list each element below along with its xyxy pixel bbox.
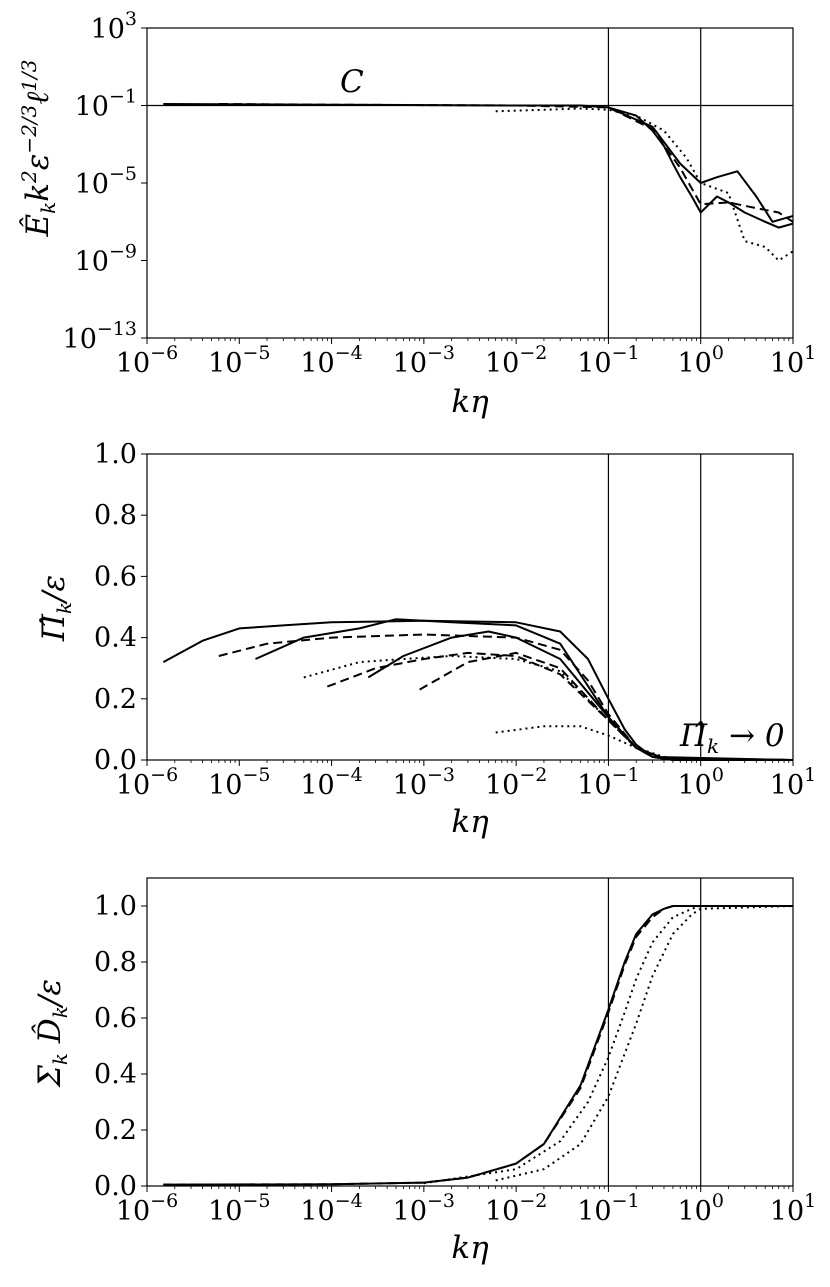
y-tick-label: 0.4 (94, 623, 137, 654)
x-tick-label: 10−6 (116, 1190, 178, 1227)
x-tick-label: 100 (677, 1190, 723, 1227)
x-tick-label: 10−1 (577, 764, 639, 801)
x-tick-label: 10−4 (300, 1190, 362, 1227)
series-line-5 (326, 651, 794, 761)
y-tick-label: 0.6 (94, 561, 137, 592)
x-tick-label: 10−2 (485, 342, 547, 379)
series-line-4 (303, 655, 794, 761)
y-tick-label: 0.4 (94, 1059, 137, 1090)
y-tick-label: 0.6 (94, 1003, 137, 1034)
series-line-2 (163, 905, 793, 1186)
x-axis-label: kη (451, 1230, 489, 1266)
x-tick-label: 10−1 (577, 342, 639, 379)
series-line-1 (163, 103, 794, 229)
x-tick-label: 10−3 (393, 1190, 455, 1227)
series-line-4 (495, 905, 794, 1182)
series-line-1 (163, 905, 793, 1186)
y-tick-label: 0.8 (94, 947, 137, 978)
x-tick-label: 10−3 (393, 342, 455, 379)
series-line-4 (495, 107, 794, 262)
y-tick-label: 0.8 (94, 500, 137, 531)
x-tick-label: 10−4 (300, 764, 362, 801)
y-tick-label: 103 (91, 8, 137, 45)
y-tick-label: 10−5 (75, 163, 137, 200)
x-tick-label: 10−6 (116, 764, 178, 801)
x-axis-label: kη (451, 804, 489, 840)
x-tick-label: 100 (677, 342, 723, 379)
y-tick-label: 1.0 (94, 891, 137, 922)
y-axis-label: Êkk2ε−2/3ℓ1/3 (17, 60, 60, 238)
series-line-3 (423, 905, 793, 1185)
y-axis-label: Σk D̂k/ε (30, 979, 72, 1088)
energy-spectrum-panel: 10−6 10−5 10−4 10−3 10−2 10−1 100 101 103 10−1 10−… (17, 8, 816, 420)
x-tick-label: 100 (677, 764, 723, 801)
cumulative-dissipation-panel: 10−6 10−5 10−4 10−3 10−2 10−1 100 101 0.0 0.2 0.4 0… (30, 877, 816, 1266)
series-line-7 (419, 651, 794, 761)
plot-frame (146, 27, 794, 339)
plot-frame (146, 453, 794, 761)
series-line-2 (607, 106, 794, 223)
x-tick-label: 101 (770, 342, 816, 379)
x-tick-label: 10−2 (485, 764, 547, 801)
y-tick-label: 10−9 (75, 241, 137, 278)
x-tick-label: 10−5 (208, 764, 270, 801)
series-line-3 (218, 103, 794, 223)
x-tick-label: 10−1 (577, 1190, 639, 1227)
x-tick-label: 10−3 (393, 764, 455, 801)
flux-limit-label: Π̂k → 0 (679, 718, 785, 758)
y-tick-label: 0.2 (94, 684, 137, 715)
plot-frame (146, 877, 794, 1187)
x-axis-label: kη (451, 384, 489, 420)
y-tick-label: 10−13 (63, 318, 137, 355)
x-tick-label: 10−2 (485, 1190, 547, 1227)
y-axis-label: Π̂k/ε (36, 575, 76, 642)
series-line-8 (495, 725, 794, 761)
y-tick-label: 0.2 (94, 1115, 137, 1146)
y-tick-label: 10−1 (75, 86, 137, 123)
constant-label: C (340, 64, 364, 100)
x-tick-label: 10−5 (208, 342, 270, 379)
x-tick-label: 10−4 (300, 342, 362, 379)
y-tick-label: 0.0 (94, 745, 137, 776)
y-tick-label: 0.0 (94, 1171, 137, 1202)
y-tick-label: 1.0 (94, 439, 137, 470)
energy-flux-panel: 10−6 10−5 10−4 10−3 10−2 10−1 100 101 0.0 0.2 0.4 0… (36, 439, 816, 840)
x-tick-label: 101 (770, 1190, 816, 1227)
x-tick-label: 10−5 (208, 1190, 270, 1227)
series-line-6 (367, 630, 794, 761)
x-tick-label: 10−6 (116, 342, 178, 379)
x-tick-label: 101 (770, 764, 816, 801)
